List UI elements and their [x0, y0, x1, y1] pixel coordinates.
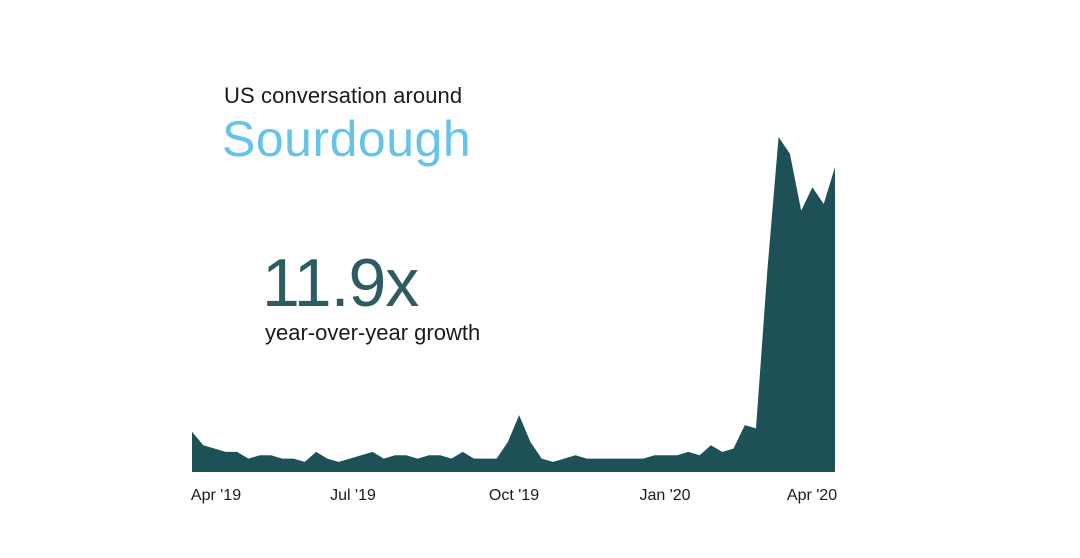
x-tick-label: Jan '20 — [639, 487, 690, 504]
growth-stat-value: 11.9x — [262, 245, 419, 321]
x-tick-label: Apr '19 — [191, 487, 241, 504]
x-tick-label: Apr '20 — [787, 487, 837, 504]
series-area — [192, 137, 835, 472]
x-tick-label: Jul '19 — [330, 487, 376, 504]
growth-stat-label: year-over-year growth — [265, 320, 481, 345]
chart-subtitle: US conversation around — [224, 83, 463, 108]
topic-title: Sourdough — [222, 111, 472, 167]
x-axis-ticks: Apr '19 Jul '19 Oct '19 Jan '20 Apr '20 — [191, 487, 837, 504]
x-tick-label: Oct '19 — [489, 487, 539, 504]
